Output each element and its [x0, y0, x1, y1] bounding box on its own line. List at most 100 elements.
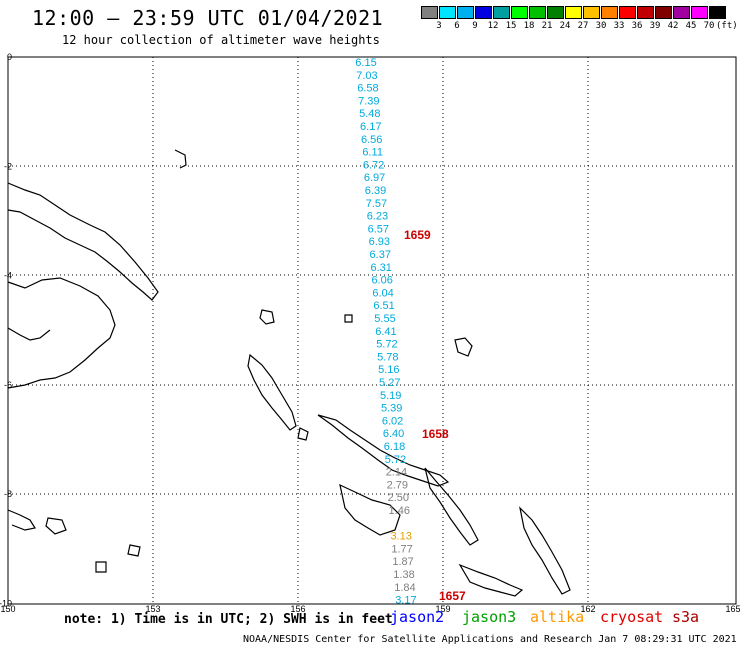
islet-5 — [7, 509, 36, 531]
legend-tick-label: 27 — [577, 21, 589, 31]
y-axis-labels: 0 -2 -4 -6 -8 -10 — [0, 52, 12, 609]
track-value-label: 6.11 — [362, 147, 383, 159]
x-axis-labels: 150 153 156 159 162 165 — [0, 604, 740, 614]
y-axis-label: -6 — [4, 380, 12, 390]
map-frame — [7, 56, 737, 605]
track-value-label: 2.14 — [386, 467, 407, 479]
track-value-label: 6.58 — [357, 83, 378, 95]
legend-tick-label: 30 — [595, 21, 607, 31]
legend-tick-label: 33 — [613, 21, 625, 31]
track-value-label: 1.77 — [391, 543, 412, 555]
legend-swatch — [583, 6, 600, 19]
x-axis-label: 159 — [435, 604, 450, 614]
x-axis-label: 153 — [145, 604, 160, 614]
track-value-label: 1.87 — [392, 556, 413, 568]
track-value-label: 2.79 — [387, 479, 408, 491]
satellite-jason2: jason2 — [390, 608, 445, 626]
track-value-label: 6.57 — [368, 223, 389, 235]
new-britain-coast — [7, 327, 51, 341]
grid-lines — [8, 57, 736, 604]
legend-tick-label: 9 — [472, 21, 478, 31]
satellite-altika: altika — [530, 608, 585, 626]
legend-tick-label: 42 — [667, 21, 679, 31]
legend-swatch — [547, 6, 564, 19]
track-value-label: 1.46 — [389, 505, 410, 517]
track-value-label: 5.72 — [385, 454, 406, 466]
track-value-label: 7.57 — [366, 198, 387, 210]
legend-swatch — [709, 6, 726, 19]
y-axis-label: -2 — [4, 161, 12, 171]
x-axis-label: 156 — [290, 604, 305, 614]
legend-unit: (ft) — [716, 21, 738, 31]
track-time-label: 1657 — [439, 589, 466, 603]
guadalcanal-coast — [339, 483, 401, 536]
track-value-label: 5.16 — [378, 364, 399, 376]
track-value-label: 6.39 — [365, 185, 386, 197]
track-value-label: 6.51 — [373, 300, 394, 312]
track-value-label: 2.50 — [388, 492, 409, 504]
legend-swatch — [421, 6, 438, 19]
track-value-label: 6.02 — [382, 415, 403, 427]
x-axis-label: 165 — [725, 604, 740, 614]
y-axis-label: -8 — [4, 489, 12, 499]
legend-swatch — [601, 6, 618, 19]
track-value-label: 5.72 — [376, 339, 397, 351]
legend-tick-label: 39 — [649, 21, 661, 31]
credit-footer: NOAA/NESDIS Center for Satellite Applica… — [243, 634, 737, 645]
legend-swatch — [475, 6, 492, 19]
track-value-label: 6.15 — [355, 57, 376, 69]
legend-tick-label: 45 — [685, 21, 697, 31]
islet-3 — [344, 314, 353, 323]
track-value-label: 6.40 — [383, 428, 404, 440]
track-value-label: 5.48 — [359, 108, 380, 120]
satellite-cryosat: cryosat — [600, 608, 664, 626]
legend-labels: 3 6 9 12 15 18 21 24 27 30 33 36 39 42 45 70 (ft) — [421, 19, 740, 33]
papua-peninsula — [7, 277, 116, 389]
legend-swatch — [529, 6, 546, 19]
track-value-label: 7.03 — [356, 70, 377, 82]
legend-swatch — [655, 6, 672, 19]
track-value-label: 6.17 — [360, 121, 381, 133]
track-value-label: 5.27 — [379, 377, 400, 389]
track-value-label: 6.37 — [370, 249, 391, 261]
legend-swatch — [691, 6, 708, 19]
track-value-label: 6.72 — [363, 159, 384, 171]
new-guinea-coast — [7, 182, 159, 301]
islet-9 — [127, 544, 141, 557]
legend-swatch — [673, 6, 690, 19]
track-value-label: 1.84 — [394, 582, 415, 594]
track-value-label: 6.06 — [371, 275, 392, 287]
makira-coast — [458, 563, 524, 597]
y-axis-label: 0 — [7, 52, 12, 62]
units-note: note: 1) Time is in UTC; 2) SWH is in fe… — [64, 612, 393, 627]
legend-tick-label: 18 — [523, 21, 535, 31]
track-value-label: 5.55 — [374, 313, 395, 325]
legend-tick-label: 70 — [703, 21, 715, 31]
track-value-label: 1.38 — [393, 569, 414, 581]
track-value-label: 5.19 — [380, 390, 401, 402]
islet-6 — [45, 517, 67, 535]
legend-swatch — [637, 6, 654, 19]
legend-tick-label: 3 — [436, 21, 442, 31]
legend-swatch — [565, 6, 582, 19]
track-value-label: 6.04 — [372, 287, 393, 299]
track-value-label: 5.78 — [377, 351, 398, 363]
x-axis-label: 150 — [0, 604, 15, 614]
legend-tick-label: 12 — [487, 21, 499, 31]
legend-tick-label: 24 — [559, 21, 571, 31]
islet-4 — [174, 149, 187, 169]
track-value-label: 3.17 — [395, 595, 416, 607]
islet-8 — [297, 427, 309, 441]
legend-swatch — [511, 6, 528, 19]
legend-tick-label: 6 — [454, 21, 460, 31]
track-value-label: 6.18 — [384, 441, 405, 453]
track-value-label: 6.93 — [369, 236, 390, 248]
islet-1 — [259, 309, 275, 325]
islet-7 — [95, 561, 107, 573]
islet-2 — [454, 337, 473, 357]
track-value-label: 6.31 — [370, 262, 391, 274]
malaita-coast — [424, 467, 479, 546]
legend-swatch — [439, 6, 456, 19]
track-value-label: 6.97 — [364, 172, 385, 184]
coastlines — [7, 149, 571, 597]
